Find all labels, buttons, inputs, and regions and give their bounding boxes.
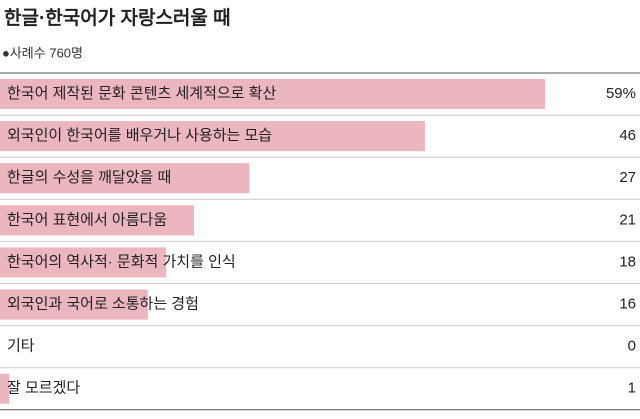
- bar: [0, 163, 250, 194]
- value-label: 0: [628, 338, 636, 355]
- value-label: 18: [619, 253, 636, 270]
- value-label: 1: [628, 380, 636, 397]
- chart-subtitle: ●사례수 760명: [2, 45, 83, 60]
- category-label: 한글의 수성을 깨달았을 때: [7, 169, 171, 186]
- chart-title: 한글·한국어가 자랑스러울 때: [4, 7, 231, 29]
- bar: [0, 247, 167, 278]
- category-label: 한국어 제작된 문화 콘텐츠 세계적으로 확산: [7, 85, 276, 102]
- bar: [0, 205, 194, 236]
- category-label: 기타: [7, 338, 35, 355]
- value-label: 27: [619, 169, 636, 186]
- category-label: 잘 모르겠다: [7, 380, 80, 397]
- value-label: 59%: [606, 85, 636, 102]
- bar: [0, 289, 148, 320]
- bar: [0, 121, 425, 152]
- category-label: 한국어 표현에서 아름다움: [7, 211, 167, 228]
- category-label: 한국어의 역사적· 문화적 가치를 인식: [7, 253, 236, 270]
- value-label: 46: [619, 127, 636, 144]
- bar: [0, 79, 545, 110]
- category-label: 외국인이 한국어를 배우거나 사용하는 모습: [7, 127, 272, 144]
- value-label: 21: [619, 211, 636, 228]
- category-label: 외국인과 국어로 소통하는 경험: [7, 296, 199, 313]
- value-label: 16: [619, 296, 636, 313]
- bar: [0, 373, 10, 404]
